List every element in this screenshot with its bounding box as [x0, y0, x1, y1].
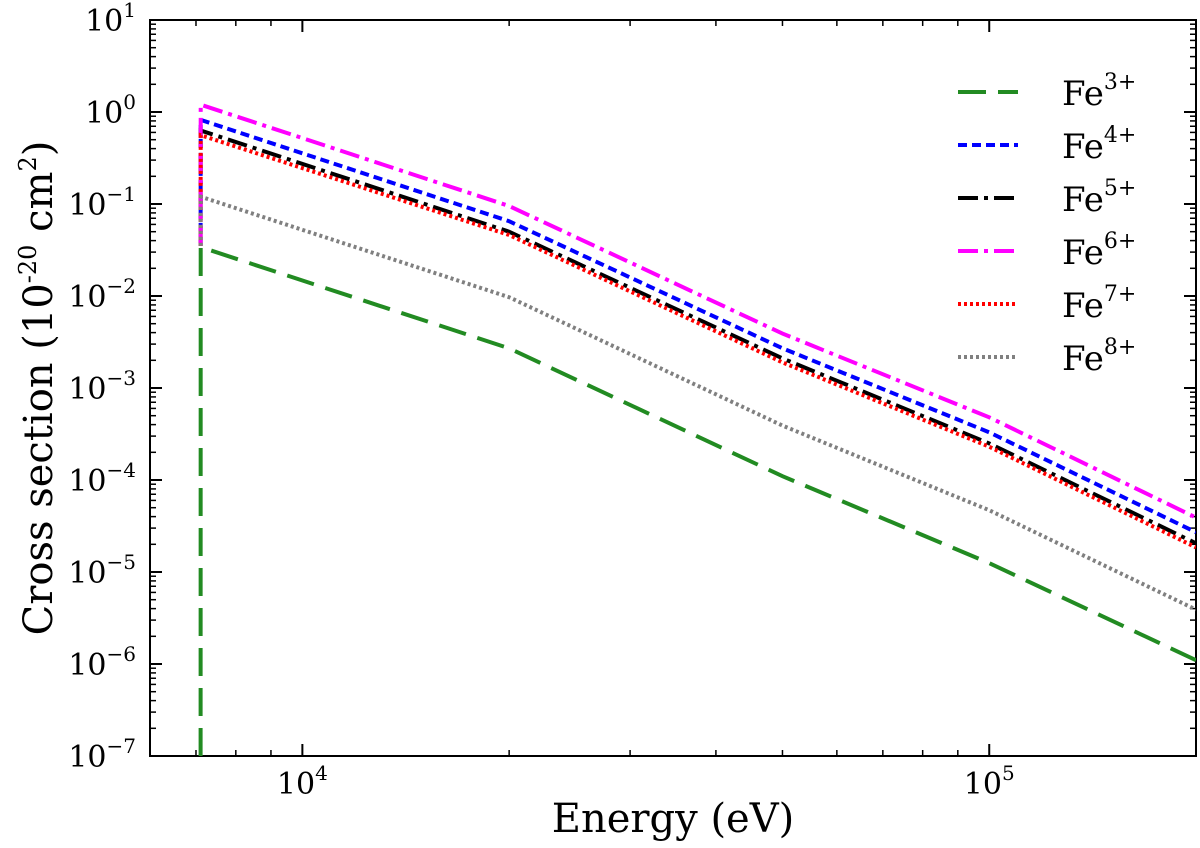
y-tick-label: 10−7	[68, 734, 136, 775]
y-axis-label-exp1: -20	[14, 245, 42, 284]
x-tick-label: 104	[277, 761, 328, 802]
y-tick-label: 10−5	[68, 550, 136, 591]
series-line-fe-3plus	[198, 244, 1196, 756]
series-lines	[198, 101, 1196, 756]
y-axis-label-mid: cm	[16, 172, 62, 245]
legend-label: Fe6+	[1062, 229, 1136, 273]
legend: Fe3+ Fe4+ Fe5+ Fe6+ Fe7+ Fe8+	[958, 70, 1136, 379]
y-axis-label-main: Cross section (10	[16, 283, 62, 635]
y-tick-labels: 10−7 10−6 10−5 10−4 10−3 10−2 10−1 100 101	[68, 0, 136, 775]
legend-label: Fe8+	[1062, 335, 1136, 379]
legend-label: Fe4+	[1062, 123, 1136, 167]
series-line-fe-5plus	[198, 127, 1196, 546]
legend-label: Fe3+	[1062, 70, 1136, 114]
series-line-fe-4plus	[198, 117, 1196, 535]
x-tick-label: 105	[964, 761, 1015, 802]
x-tick-labels: 104 105	[277, 761, 1015, 802]
y-tick-label: 10−6	[68, 642, 136, 683]
x-axis-label: Energy (eV)	[552, 796, 794, 842]
legend-label: Fe5+	[1062, 176, 1136, 220]
y-tick-label: 10−1	[68, 182, 136, 223]
y-tick-label: 10−4	[68, 458, 136, 499]
series-line-fe-6plus	[198, 101, 1196, 520]
plot-frame	[149, 19, 1197, 757]
y-tick-label: 10−3	[68, 366, 136, 407]
y-tick-label: 101	[85, 0, 136, 39]
series-line-fe-7plus	[198, 132, 1196, 550]
y-axis-label-exp2: 2	[14, 156, 42, 171]
legend-label: Fe7+	[1062, 282, 1136, 326]
y-axis-label-end: )	[16, 141, 62, 157]
major-ticks	[150, 19, 1196, 757]
series-line-fe-8plus	[198, 193, 1196, 612]
y-tick-label: 10−2	[68, 274, 136, 315]
minor-ticks	[150, 20, 1196, 756]
y-tick-label: 100	[85, 90, 136, 131]
y-axis-label: Cross section (10-20 cm2)	[14, 141, 62, 636]
